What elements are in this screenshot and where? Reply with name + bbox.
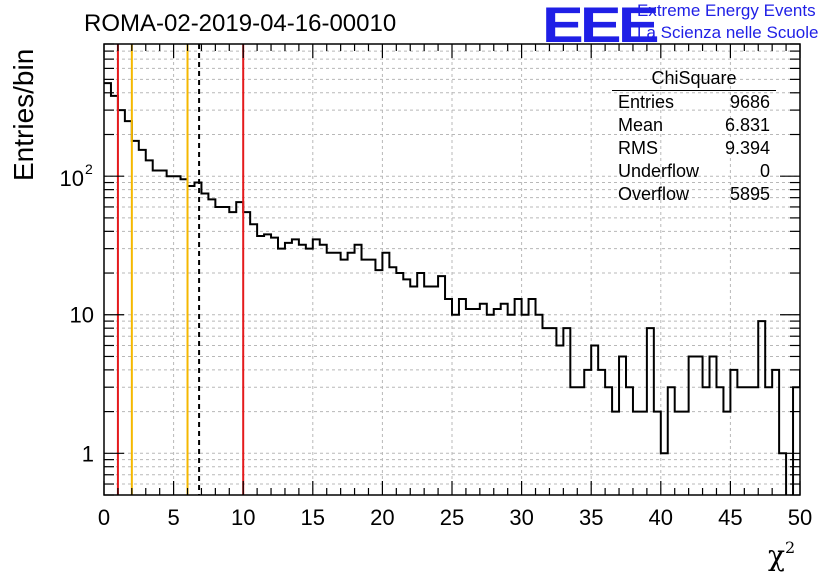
x-tick-label: 35 xyxy=(579,505,603,530)
x-axis-label: χ2 xyxy=(768,538,795,572)
eee-logo: EEE xyxy=(542,0,660,53)
stats-label: RMS xyxy=(618,138,658,158)
x-tick-label: 25 xyxy=(440,505,464,530)
stats-label: Underflow xyxy=(618,161,700,181)
x-tick-label: 30 xyxy=(509,505,533,530)
x-axis-label-superscript: 2 xyxy=(784,538,796,557)
y-axis-label: Entries/bin xyxy=(8,48,39,181)
x-tick-label: 5 xyxy=(167,505,179,530)
stats-row-underflow: Underflow 0 xyxy=(612,160,776,183)
axes-layer xyxy=(103,43,801,496)
x-tick-label: 50 xyxy=(788,505,812,530)
logo-subtitle-1: Extreme Energy Events xyxy=(637,1,816,20)
stats-value: 6.831 xyxy=(724,115,770,135)
stats-value: 9686 xyxy=(729,92,770,112)
y-tick-label-superscript: 2 xyxy=(85,161,93,177)
histogram-layer xyxy=(104,82,800,495)
logo-subtitle-2: La Scienza nelle Scuole xyxy=(637,23,819,42)
stats-title: ChiSquare xyxy=(612,66,776,91)
stats-row-entries: Entries 9686 xyxy=(612,91,776,114)
x-tick-label: 20 xyxy=(370,505,394,530)
stats-row-mean: Mean 6.831 xyxy=(612,114,776,137)
stats-value: 9.394 xyxy=(724,138,770,158)
histogram-outline xyxy=(104,82,800,495)
x-tick-label: 40 xyxy=(649,505,673,530)
stats-row-rms: RMS 9.394 xyxy=(612,137,776,160)
reference-lines-layer xyxy=(116,44,245,495)
y-tick-label: 10 xyxy=(70,303,94,328)
stats-label: Entries xyxy=(618,92,675,112)
run-title: ROMA-02-2019-04-16-00010 xyxy=(84,10,397,37)
x-tick-label: 45 xyxy=(718,505,742,530)
stats-value: 5895 xyxy=(729,184,770,204)
x-axis-label-main: χ xyxy=(768,539,785,572)
stats-box: ChiSquare Entries 9686 Mean 6.831 RMS 9.… xyxy=(612,66,776,206)
stats-label: Overflow xyxy=(618,184,690,204)
stats-label: Mean xyxy=(618,115,664,135)
stats-row-overflow: Overflow 5895 xyxy=(612,183,776,206)
stats-value: 0 xyxy=(759,161,770,181)
y-tick-label: 1 xyxy=(82,441,94,466)
x-tick-label: 10 xyxy=(231,505,255,530)
x-tick-label: 15 xyxy=(301,505,325,530)
y-tick-label: 10 xyxy=(60,166,84,191)
x-tick-label: 0 xyxy=(98,505,110,530)
